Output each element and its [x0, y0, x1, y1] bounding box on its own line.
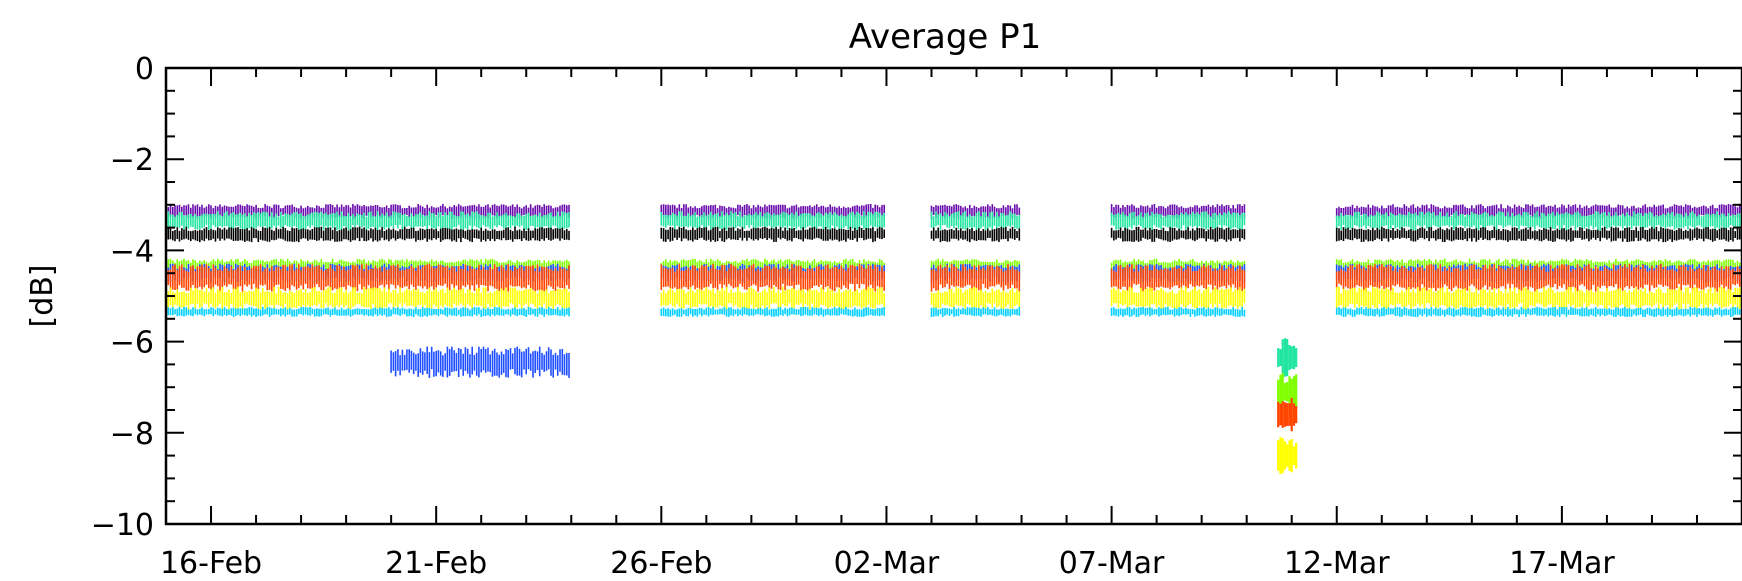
outlier-0-marks — [1277, 338, 1298, 377]
x-tick-label: 26-Feb — [610, 546, 712, 581]
outlier-1-marks — [1277, 373, 1298, 411]
x-tick-label: 02-Mar — [834, 546, 940, 581]
x-tick-label: 12-Mar — [1284, 546, 1390, 581]
y-tick-label: −2 — [110, 143, 154, 178]
series-8-marks — [390, 346, 570, 378]
outlier-2-marks — [1277, 397, 1298, 432]
outlier-2 — [1277, 397, 1298, 432]
y-tick-label: −8 — [110, 417, 154, 452]
series-6 — [165, 286, 1742, 310]
series-8 — [390, 346, 570, 378]
series-2 — [165, 226, 1742, 243]
y-tick-label: −6 — [110, 326, 154, 361]
data-layer — [165, 204, 1742, 475]
y-tick-label: −4 — [110, 234, 154, 269]
y-tick-label: −10 — [91, 508, 154, 543]
x-tick-label: 07-Mar — [1059, 546, 1165, 581]
outlier-3 — [1277, 437, 1298, 475]
outlier-3-marks — [1277, 437, 1298, 475]
y-tick-label: 0 — [135, 52, 154, 87]
outlier-1 — [1277, 373, 1298, 411]
outlier-0 — [1277, 338, 1298, 377]
x-tick-label: 16-Feb — [160, 546, 262, 581]
y-axis-label: [dB] — [25, 264, 60, 327]
x-tick-label: 21-Feb — [385, 546, 487, 581]
x-tick-label: 17-Mar — [1509, 546, 1615, 581]
chart-title: Average P1 — [849, 17, 1042, 57]
series-2-marks — [165, 226, 1742, 243]
series-6-marks — [165, 286, 1742, 310]
